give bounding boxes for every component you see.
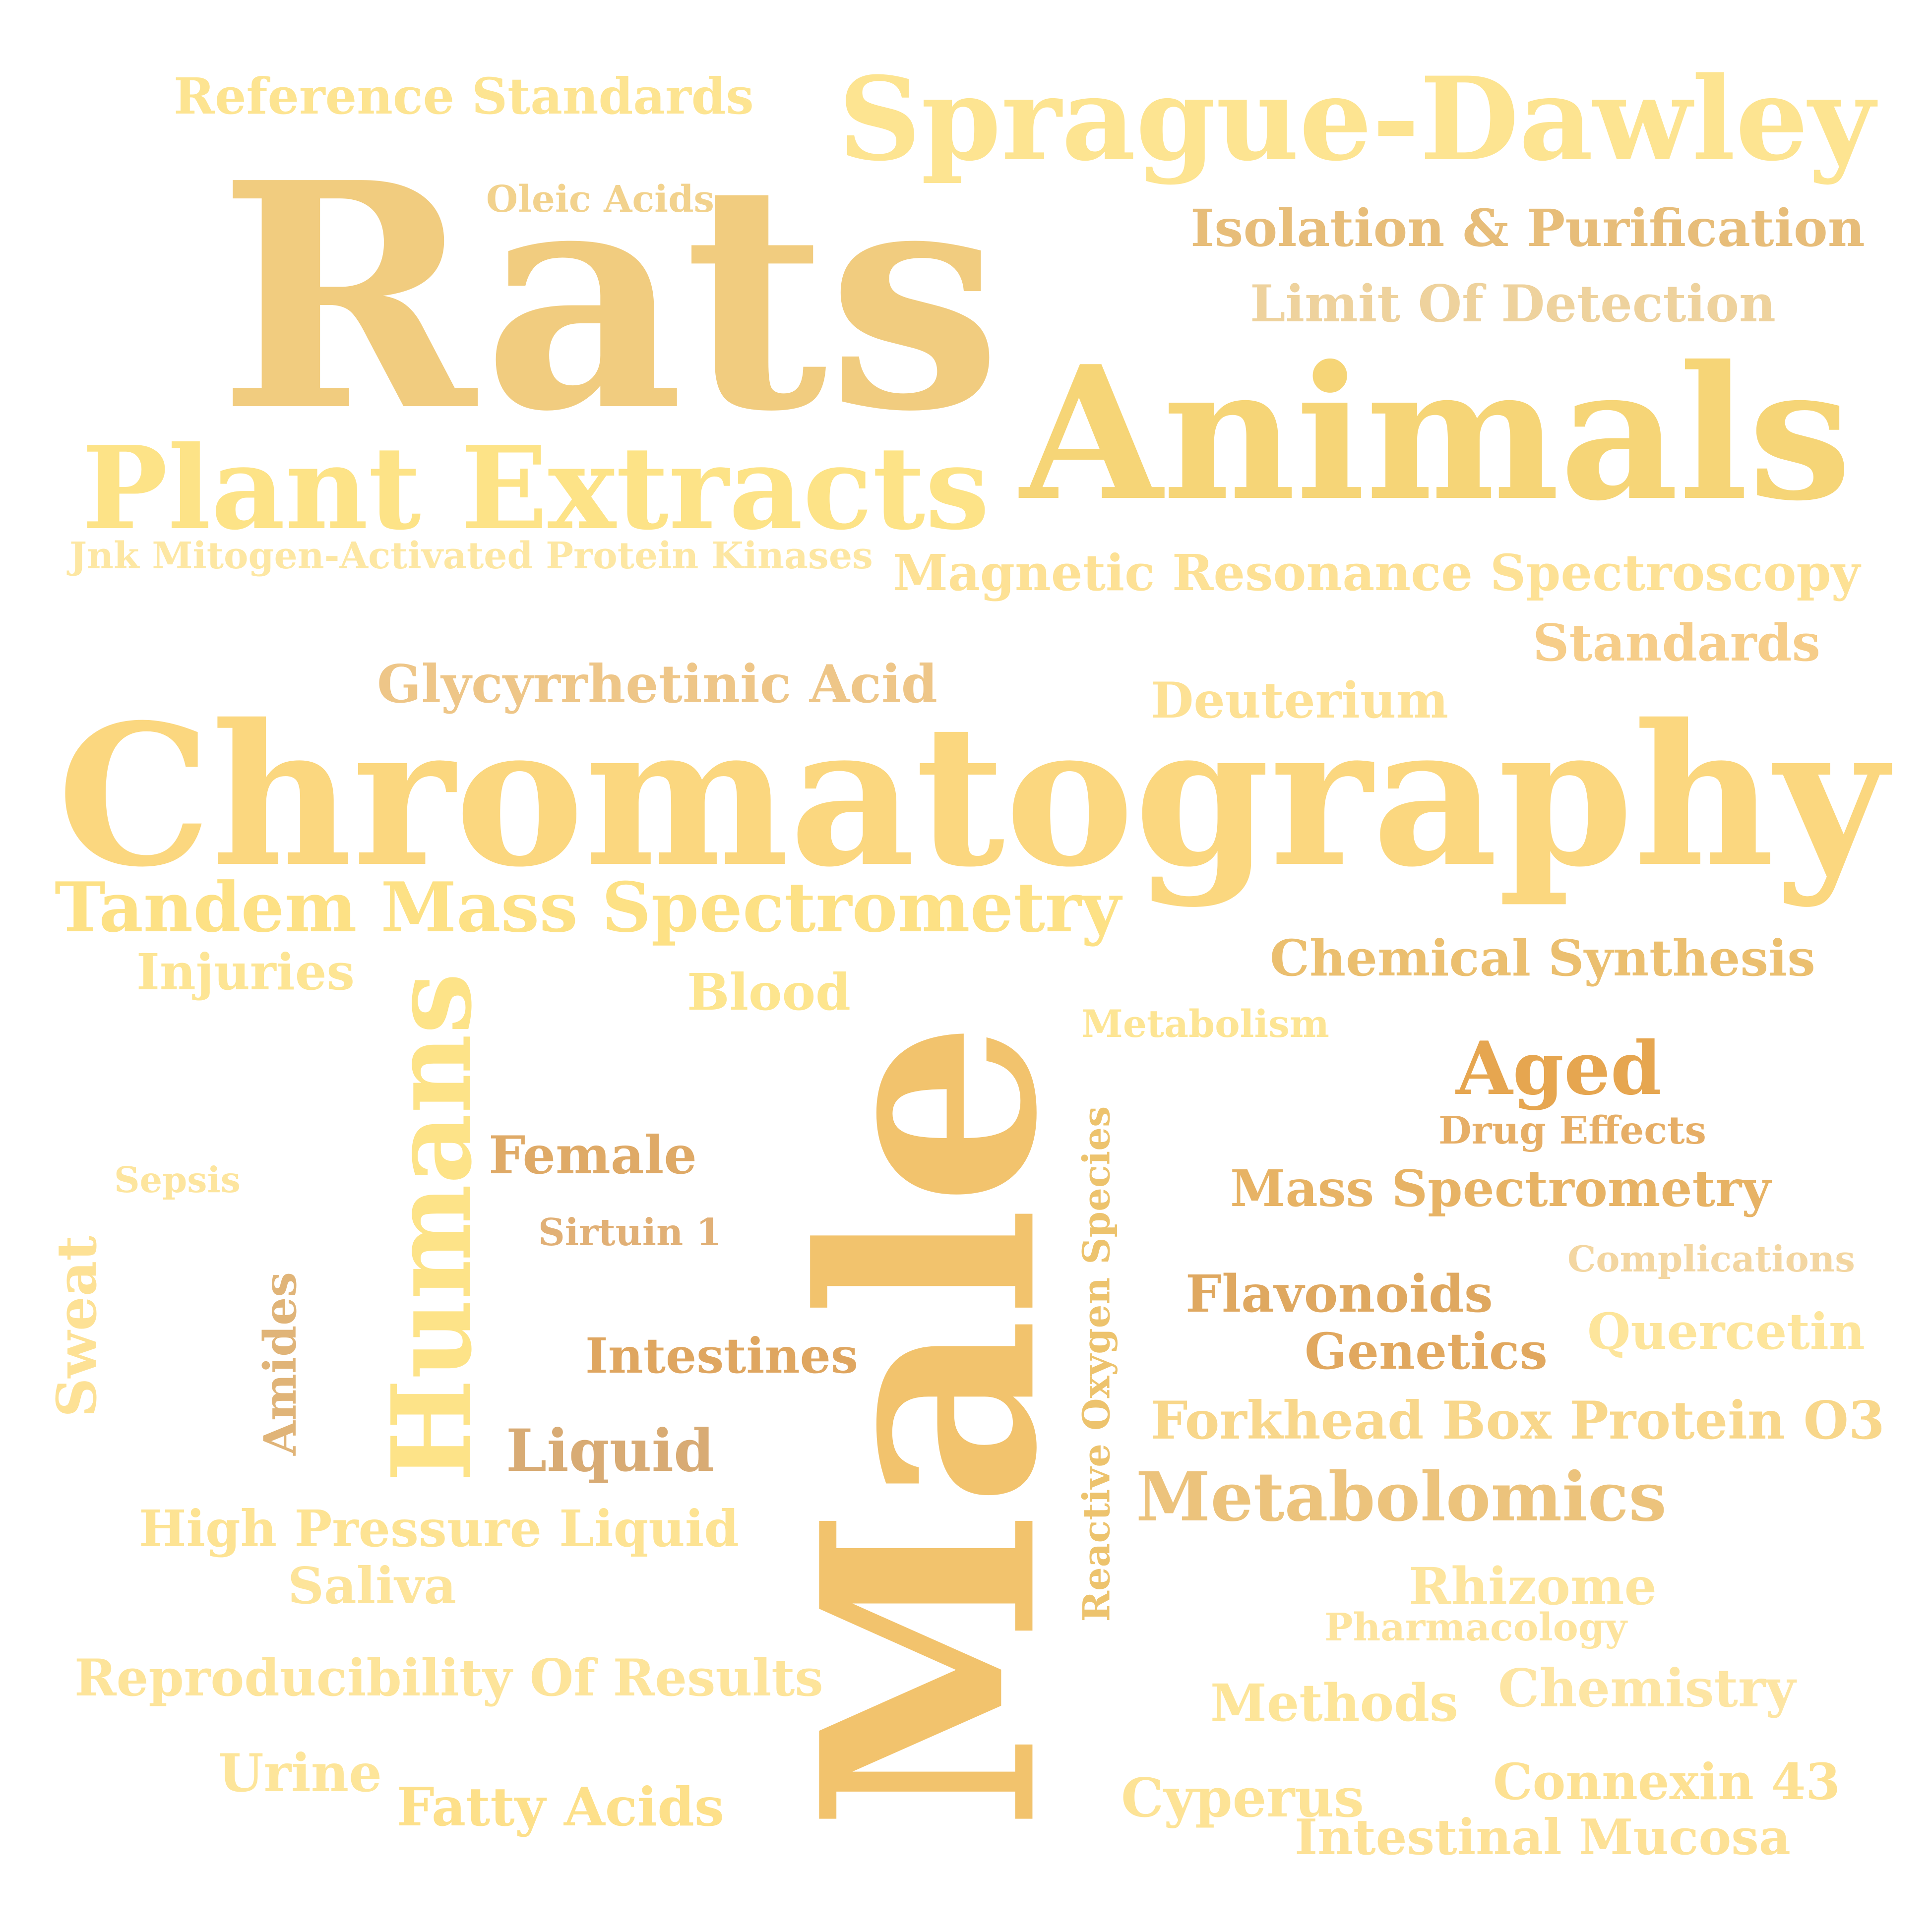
word-injuries: Injuries <box>136 943 355 1001</box>
word-rats: Rats <box>218 115 1002 480</box>
word-genetics: Genetics <box>1305 1321 1548 1381</box>
word-high-pressure-liquid: High Pressure Liquid <box>139 1499 739 1558</box>
word-sirtuin-1: Sirtuin 1 <box>538 1210 722 1254</box>
word-oleic-acids: Oleic Acids <box>486 178 714 221</box>
word-isolation-purification: Isolation & Purification <box>1190 198 1865 258</box>
word-humans: Humans <box>367 972 496 1482</box>
word-connexin-43: Connexin 43 <box>1493 1752 1840 1811</box>
word-deuterium: Deuterium <box>1151 670 1448 729</box>
word-metabolism: Metabolism <box>1081 1002 1329 1046</box>
word-reactive-oxygen-species: Reactive Oxygen Species <box>1074 1106 1119 1622</box>
word-plant-extracts: Plant Extracts <box>82 422 990 555</box>
word-sprague-dawley: Sprague-Dawley <box>838 52 1875 186</box>
word-aged: Aged <box>1456 1025 1662 1111</box>
word-animals: Animals <box>1020 326 1852 542</box>
word-forkhead-box-protein-o3: Forkhead Box Protein O3 <box>1151 1389 1885 1451</box>
word-tandem-mass-spectrometry: Tandem Mass Spectrometry <box>55 867 1121 948</box>
word-quercetin: Quercetin <box>1587 1302 1865 1361</box>
word-saliva: Saliva <box>288 1556 456 1615</box>
word-reference-standards: Reference Standards <box>174 67 754 125</box>
word-jnk-kinases: Jnk Mitogen-Activated Protein Kinases <box>69 534 873 577</box>
word-blood: Blood <box>687 962 851 1022</box>
word-magnetic-resonance-spectroscopy: Magnetic Resonance Spectroscopy <box>893 543 1860 602</box>
word-methods: Methods <box>1210 1673 1458 1733</box>
word-rhizome: Rhizome <box>1409 1557 1657 1617</box>
word-intestinal-mucosa: Intestinal Mucosa <box>1295 1808 1791 1866</box>
word-chromatography: Chromatography <box>57 682 1887 910</box>
word-drug-effects: Drug Effects <box>1438 1108 1706 1153</box>
word-flavonoids: Flavonoids <box>1185 1264 1493 1324</box>
word-metabolomics: Metabolomics <box>1136 1457 1667 1537</box>
word-sepsis: Sepsis <box>114 1159 241 1201</box>
word-urine: Urine <box>218 1742 382 1804</box>
word-sweat: Sweat <box>45 1235 109 1418</box>
word-pharmacology: Pharmacology <box>1324 1605 1627 1650</box>
word-standards: Standards <box>1533 613 1820 673</box>
word-fatty-acids: Fatty Acids <box>397 1776 724 1838</box>
word-chemical-synthesis: Chemical Synthesis <box>1270 929 1815 987</box>
word-chemistry: Chemistry <box>1498 1657 1796 1719</box>
word-glycyrrhetinic-acid: Glycyrrhetinic Acid <box>377 653 937 715</box>
word-reproducibility-of-results: Reproducibility Of Results <box>74 1648 823 1708</box>
word-complications: Complications <box>1567 1238 1855 1280</box>
word-female: Female <box>489 1124 697 1186</box>
word-cyperus: Cyperus <box>1121 1766 1364 1829</box>
word-liquid: Liquid <box>506 1416 714 1485</box>
word-mass-spectrometry: Mass Spectrometry <box>1230 1159 1771 1218</box>
word-intestines: Intestines <box>585 1328 858 1385</box>
word-limit-of-detection: Limit Of Detection <box>1250 274 1776 333</box>
word-male: Male <box>757 1020 1102 1831</box>
word-amides: Amides <box>254 1271 307 1456</box>
